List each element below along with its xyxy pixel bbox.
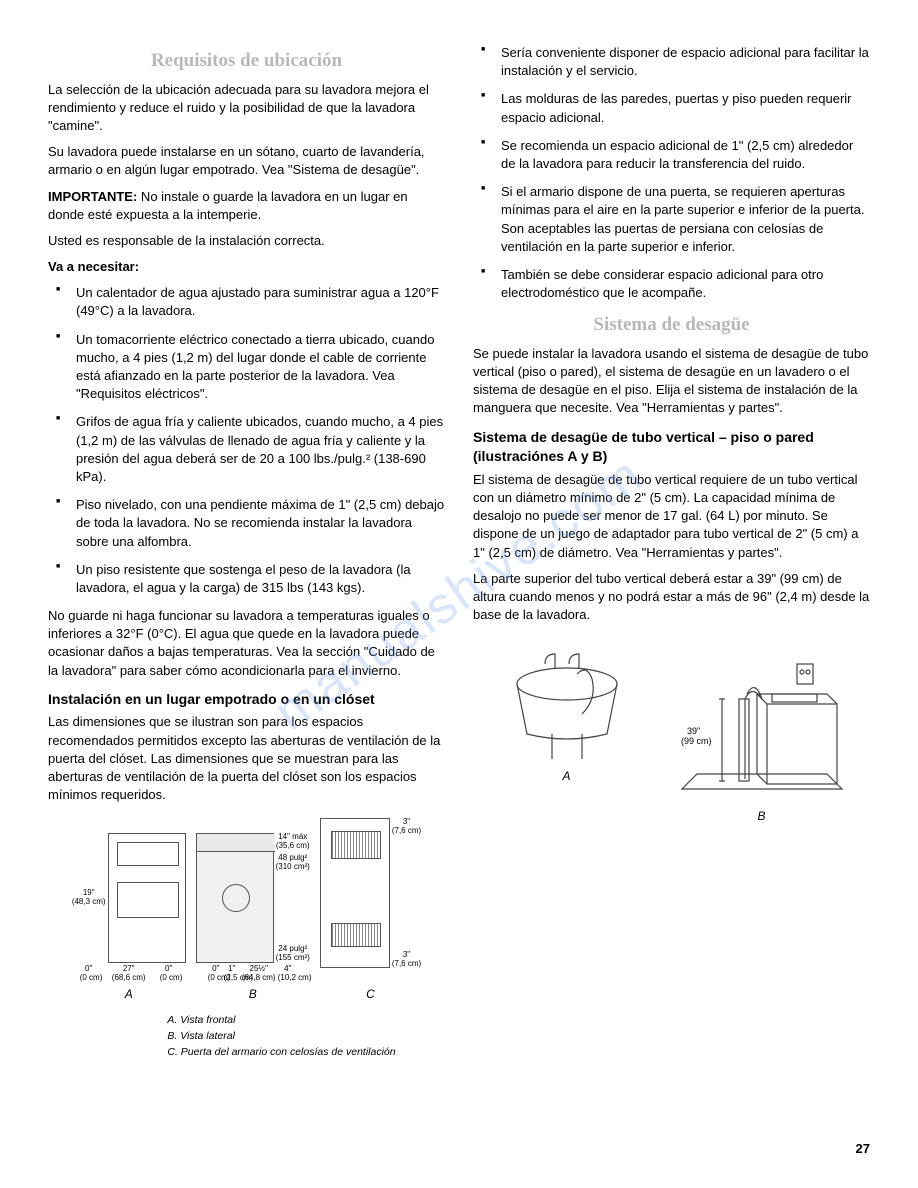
installation-subheading: Instalación en un lugar empotrado o en u… <box>48 690 445 710</box>
laundry-tub-illustration <box>497 644 637 764</box>
loc-paragraph-1: La selección de la ubicación adecuada pa… <box>48 81 445 136</box>
diagram-a-label: A <box>125 986 133 1003</box>
need-item: Un calentador de agua ajustado para sumi… <box>48 284 445 320</box>
drain-paragraph-2: El sistema de desagüe de tubo vertical r… <box>473 471 870 562</box>
loc-paragraph-5: Las dimensiones que se ilustran son para… <box>48 713 445 804</box>
additional-considerations-list: Sería conveniente disponer de espacio ad… <box>473 44 870 302</box>
location-requirements-title: Requisitos de ubicación <box>48 48 445 75</box>
drain-b-label: B <box>757 808 765 825</box>
diagram-b-label: B <box>249 986 257 1003</box>
dim-side-back: 0" (0 cm) <box>208 965 224 983</box>
important-label: IMPORTANTE: <box>48 189 137 204</box>
dim-side-top: 14" máx (35,6 cm) <box>276 833 310 851</box>
consideration-item: Las molduras de las paredes, puertas y p… <box>473 90 870 126</box>
consideration-item: Se recomienda un espacio adicional de 1"… <box>473 137 870 173</box>
dim-front-width: 27" (68,6 cm) <box>99 965 159 983</box>
dim-door-bot: 3" (7,6 cm) <box>392 951 421 969</box>
washer-side-view <box>196 833 274 963</box>
two-column-layout: Requisitos de ubicación La selección de … <box>48 40 870 1060</box>
consideration-item: Sería conveniente disponer de espacio ad… <box>473 44 870 80</box>
loc-paragraph-4: No guarde ni haga funcionar su lavadora … <box>48 607 445 680</box>
need-item: Un piso resistente que sostenga el peso … <box>48 561 445 597</box>
dim-front-height: 19" (48,3 cm) <box>72 889 106 907</box>
drain-system-title: Sistema de desagüe <box>473 312 870 339</box>
legend-a: A. Vista frontal <box>167 1013 395 1029</box>
loc-paragraph-3: Usted es responsable de la instalación c… <box>48 232 445 250</box>
standpipe-height-label: 39" <box>687 726 700 736</box>
need-item: Piso nivelado, con una pendiente máxima … <box>48 496 445 551</box>
standpipe-subheading: Sistema de desagüe de tubo vertical – pi… <box>473 428 870 467</box>
left-column: Requisitos de ubicación La selección de … <box>48 40 445 1060</box>
dim-vent-top: 48 pulg² (310 cm²) <box>276 854 310 872</box>
drain-illustrations: A <box>473 644 870 825</box>
dim-side-3: 4" (10,2 cm) <box>278 965 298 983</box>
dim-front-side-left: 0" (0 cm) <box>80 965 98 983</box>
page-number: 27 <box>856 1140 870 1158</box>
consideration-item: También se debe considerar espacio adici… <box>473 266 870 302</box>
svg-text:(99 cm): (99 cm) <box>681 736 712 746</box>
important-paragraph: IMPORTANTE: No instale o guarde la lavad… <box>48 188 445 224</box>
clearance-diagrams: 19" (48,3 cm) 0" (0 cm) 27" (68,6 cm) 0"… <box>48 818 445 1060</box>
right-column: Sería conveniente disponer de espacio ad… <box>473 40 870 1060</box>
drain-paragraph-1: Se puede instalar la lavadora usando el … <box>473 345 870 418</box>
need-item: Grifos de agua fría y caliente ubicados,… <box>48 413 445 486</box>
legend-c: C. Puerta del armario con celosías de ve… <box>167 1045 395 1061</box>
drain-paragraph-3: La parte superior del tubo vertical debe… <box>473 570 870 625</box>
dim-side-1: 1" (2,5 cm) <box>224 965 240 983</box>
dim-side-2: 25½" (64,8 cm) <box>240 965 278 983</box>
diagram-c-label: C <box>366 986 375 1003</box>
you-will-need-heading: Va a necesitar: <box>48 258 445 276</box>
drain-a-label: A <box>562 768 570 785</box>
diagram-legend: A. Vista frontal B. Vista lateral C. Pue… <box>167 1013 395 1060</box>
legend-b: B. Vista lateral <box>167 1029 395 1045</box>
closet-door-panel <box>320 818 390 968</box>
needs-list: Un calentador de agua ajustado para sumi… <box>48 284 445 597</box>
washer-front-view <box>108 833 186 963</box>
loc-paragraph-2: Su lavadora puede instalarse en un sótan… <box>48 143 445 179</box>
standpipe-illustration: 39" (99 cm) <box>677 644 847 804</box>
need-item: Un tomacorriente eléctrico conectado a t… <box>48 331 445 404</box>
dim-front-side-right: 0" (0 cm) <box>160 965 178 983</box>
consideration-item: Si el armario dispone de una puerta, se … <box>473 183 870 256</box>
dim-door-top: 3" (7,6 cm) <box>392 818 421 836</box>
dim-vent-bot: 24 pulg² (155 cm²) <box>276 945 310 963</box>
